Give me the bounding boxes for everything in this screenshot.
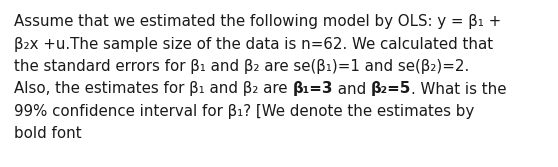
Text: β₂x +u.The sample size of the data is n=62. We calculated that: β₂x +u.The sample size of the data is n=… [14,37,493,51]
Text: bold font: bold font [14,126,81,141]
Text: β₂=5: β₂=5 [371,81,411,97]
Text: the standard errors for β₁ and β₂ are se(β₁)=1 and se(β₂)=2.: the standard errors for β₁ and β₂ are se… [14,59,469,74]
Text: β₁=3: β₁=3 [292,81,333,97]
Text: . What is the: . What is the [411,81,507,97]
Text: and: and [333,81,371,97]
Text: 99% confidence interval for β₁? [We denote the estimates by: 99% confidence interval for β₁? [We deno… [14,104,474,119]
Text: Assume that we estimated the following model by OLS: y = β₁ +: Assume that we estimated the following m… [14,14,501,29]
Text: Also, the estimates for β₁ and β₂ are: Also, the estimates for β₁ and β₂ are [14,81,292,97]
